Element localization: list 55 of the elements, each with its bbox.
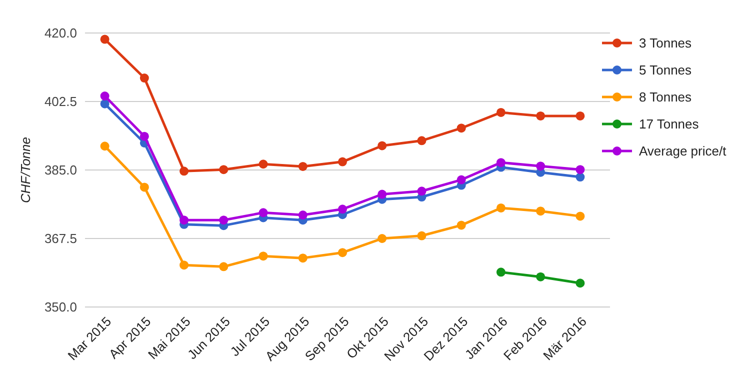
point bbox=[536, 272, 546, 282]
point bbox=[378, 234, 387, 243]
point bbox=[496, 158, 506, 168]
y-tick-label: 367.5 bbox=[44, 231, 77, 246]
point bbox=[576, 111, 585, 120]
point bbox=[100, 99, 110, 108]
point bbox=[180, 166, 189, 176]
point bbox=[536, 162, 546, 171]
point bbox=[496, 268, 506, 277]
point bbox=[140, 182, 149, 192]
legend-label: 3 Tonnes bbox=[639, 36, 692, 51]
legend-label: 8 Tonnes bbox=[639, 90, 692, 105]
point bbox=[536, 206, 546, 216]
y-axis-title: CHF/Tonne bbox=[18, 137, 33, 203]
point bbox=[219, 216, 228, 225]
point bbox=[298, 210, 308, 220]
y-tick-label: 385.0 bbox=[44, 162, 77, 178]
y-tick-label: 420.0 bbox=[44, 26, 77, 41]
point bbox=[417, 186, 426, 196]
point bbox=[140, 74, 149, 83]
point bbox=[576, 165, 585, 174]
point bbox=[456, 220, 466, 230]
point bbox=[456, 175, 466, 184]
point bbox=[219, 262, 228, 272]
point bbox=[298, 162, 308, 171]
point bbox=[576, 172, 585, 182]
point bbox=[180, 216, 189, 225]
point bbox=[456, 124, 466, 133]
point bbox=[140, 132, 149, 141]
point bbox=[417, 136, 426, 146]
point bbox=[258, 208, 268, 218]
legend-label: 5 Tonnes bbox=[639, 62, 692, 78]
point bbox=[338, 204, 347, 214]
legend-label: Average price/t bbox=[639, 144, 727, 159]
point bbox=[180, 260, 189, 270]
point bbox=[100, 142, 110, 151]
point bbox=[100, 92, 110, 101]
point bbox=[298, 254, 308, 263]
point bbox=[338, 248, 347, 258]
point bbox=[496, 108, 506, 117]
point bbox=[576, 278, 585, 288]
y-tick-label: 350.0 bbox=[44, 300, 77, 315]
point bbox=[417, 231, 426, 240]
point bbox=[536, 111, 546, 120]
point bbox=[496, 203, 506, 212]
point bbox=[100, 34, 110, 44]
point bbox=[258, 252, 268, 261]
point bbox=[378, 190, 387, 199]
y-tick-label: 402.5 bbox=[44, 94, 77, 110]
point bbox=[576, 212, 585, 221]
point bbox=[378, 141, 387, 150]
point bbox=[219, 165, 228, 174]
legend-label: 17 Tonnes bbox=[639, 116, 700, 132]
point bbox=[258, 160, 268, 169]
point bbox=[338, 157, 347, 166]
